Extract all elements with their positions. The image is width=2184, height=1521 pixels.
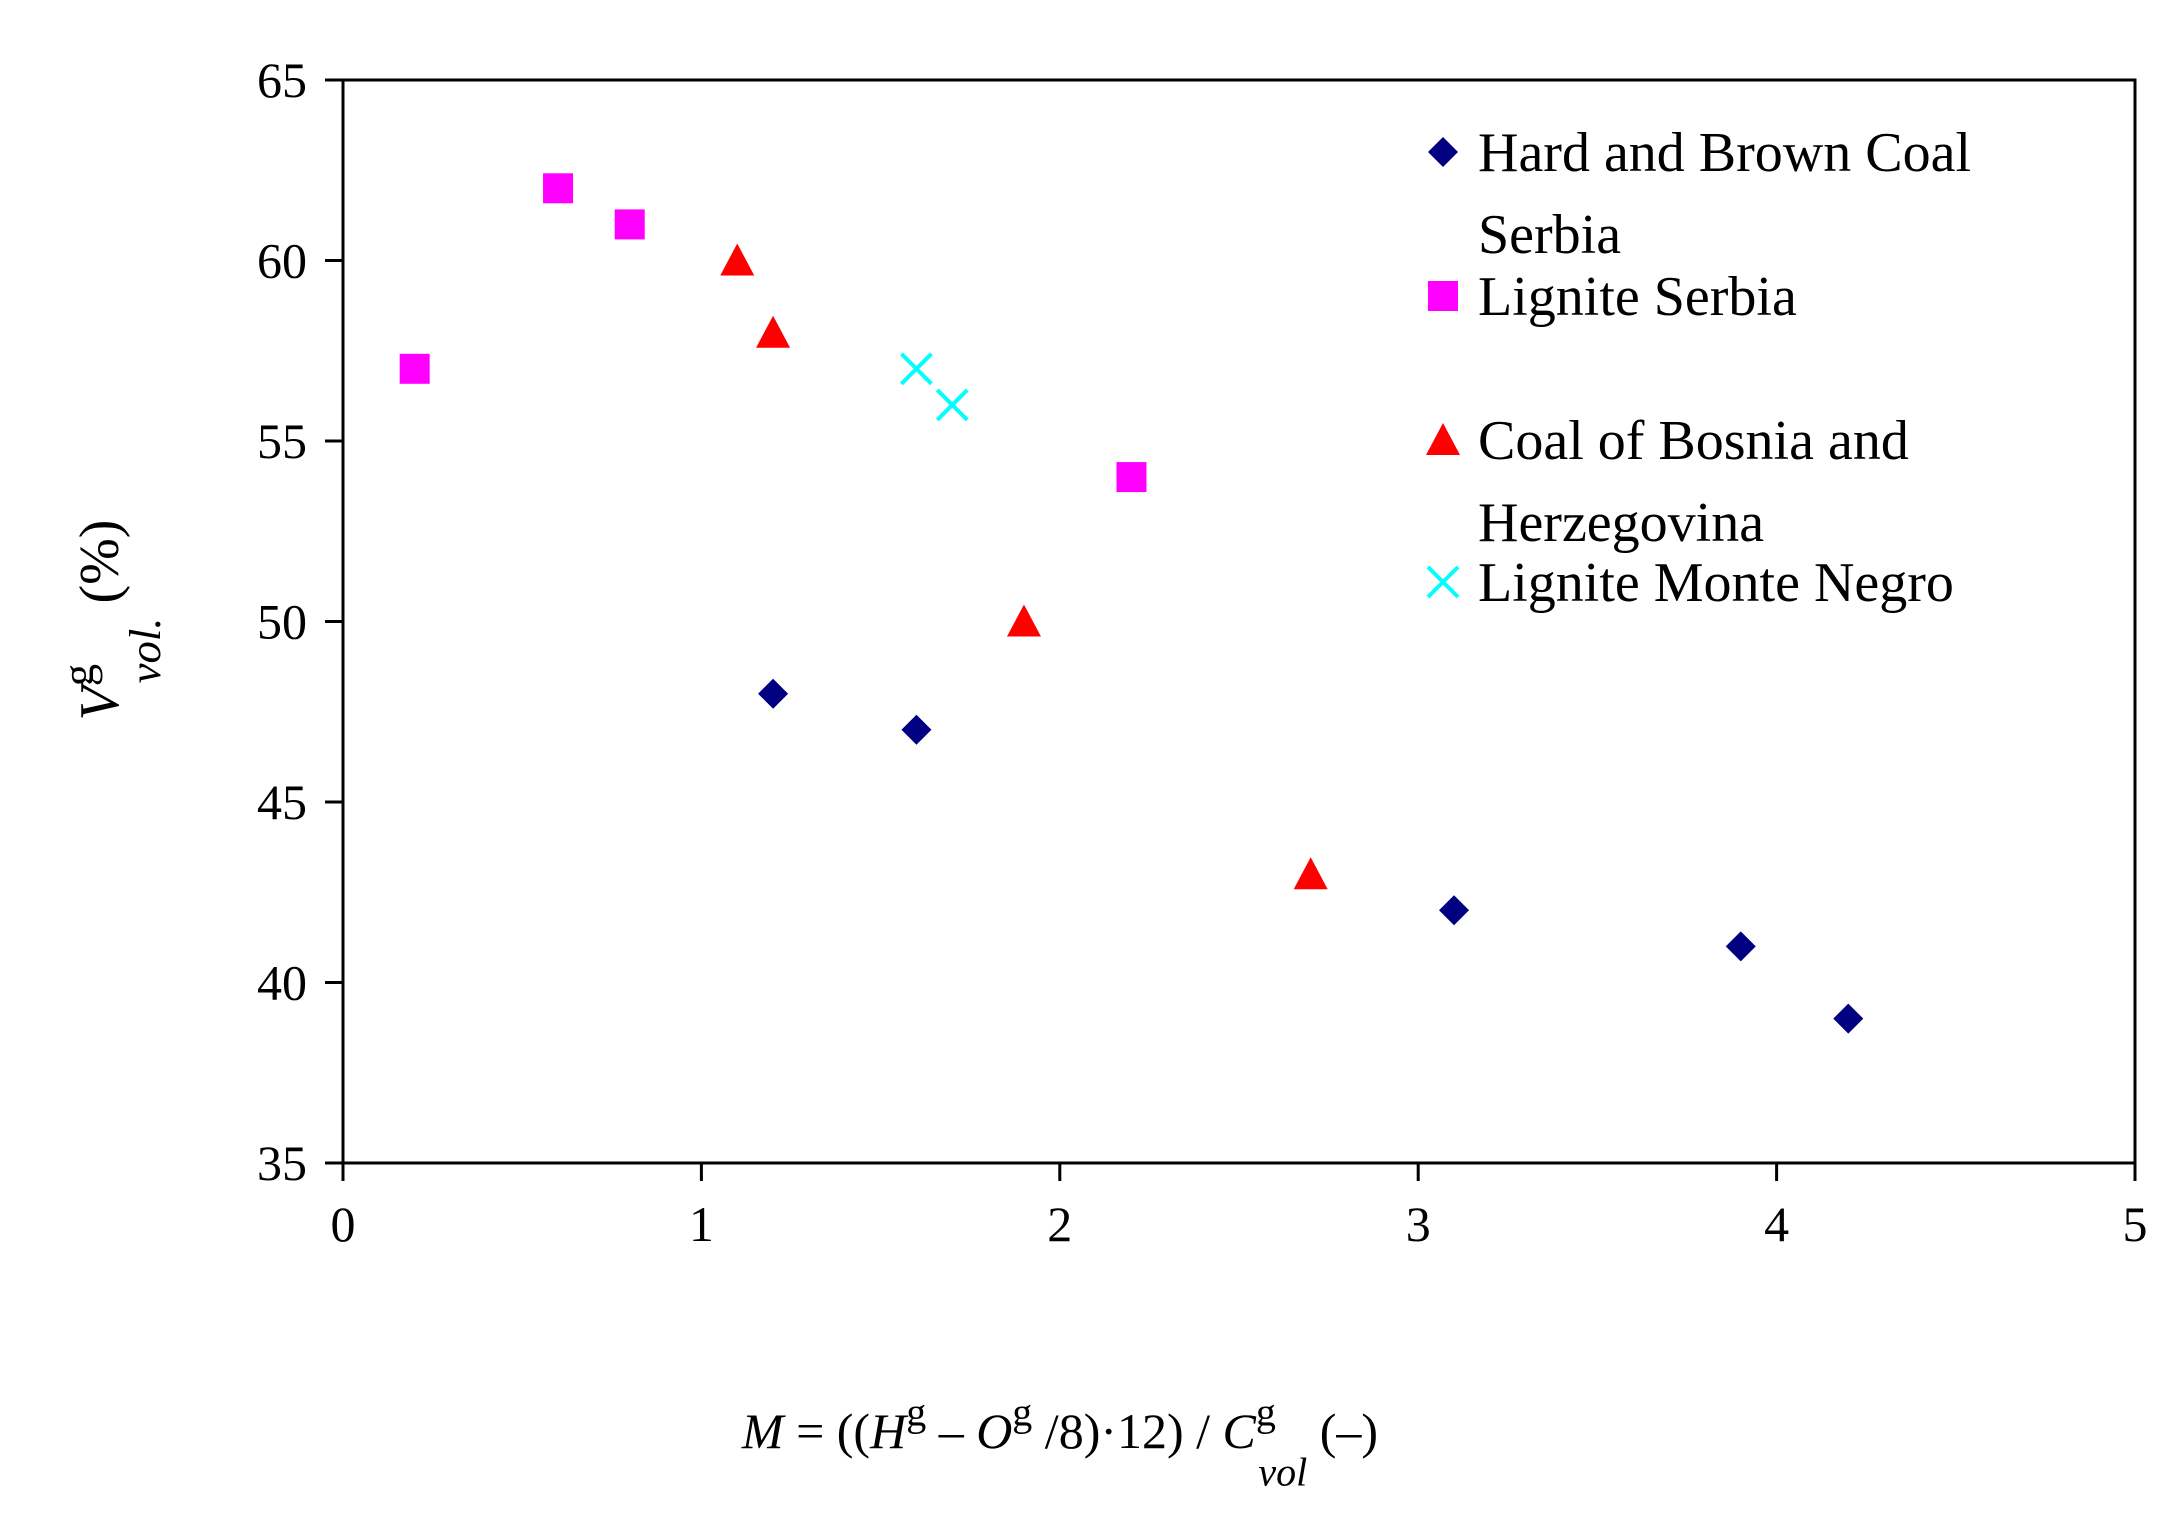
data-point: [1439, 895, 1470, 926]
legend-entry: Lignite Serbia: [1428, 266, 1797, 328]
legend-marker: [1428, 281, 1458, 311]
legend-marker: [1426, 423, 1460, 455]
x-tick-label: 4: [1764, 1196, 1789, 1252]
legend-label: Lignite Monte Negro: [1478, 552, 1954, 614]
legend-label: Hard and Brown Coal: [1478, 122, 1971, 184]
x-axis-ticks: 0 1 2 3 4 5: [331, 1163, 2148, 1252]
data-point: [901, 714, 932, 745]
plot-frame: [341, 78, 2137, 1165]
plot-axes: [341, 78, 2137, 1165]
data-point: [758, 678, 789, 709]
y-tick-label: 40: [257, 955, 307, 1011]
x-axis-title: M = ((Hg – Og /8)·12) / Cg vol (–): [741, 1390, 1378, 1495]
y-tick-label: 35: [257, 1135, 307, 1191]
series-3: [900, 352, 969, 422]
data-point: [1725, 931, 1756, 962]
data-point: [935, 388, 969, 422]
y-tick-label: 60: [257, 233, 307, 289]
legend-marker: [1428, 137, 1458, 167]
data-point: [1293, 857, 1328, 890]
x-tick-label: 3: [1406, 1196, 1431, 1252]
y-tick-label: 50: [257, 594, 307, 650]
y-tick-label: 45: [257, 774, 307, 830]
data-point: [614, 209, 645, 240]
legend-label: Lignite Serbia: [1478, 266, 1797, 328]
series-1: [399, 173, 1147, 493]
data-point: [900, 352, 933, 386]
y-tick-label: 65: [257, 52, 307, 108]
legend-entry: Hard and Brown Coal Serbia: [1428, 122, 1971, 266]
series-0: [758, 678, 1864, 1034]
legend-marker: [1426, 565, 1460, 599]
x-tick-label: 5: [2123, 1196, 2148, 1252]
data-point: [1833, 1003, 1864, 1034]
y-axis-title: Vg vol. (%): [53, 520, 170, 721]
legend-label: Serbia: [1478, 204, 1621, 266]
legend-label: Coal of Bosnia and: [1478, 410, 1909, 472]
data-points: [399, 173, 1864, 1034]
legend-label: Herzegovina: [1478, 492, 1764, 554]
y-tick-label: 55: [257, 413, 307, 469]
data-point: [399, 353, 430, 384]
data-point: [720, 243, 755, 276]
x-tick-label: 2: [1047, 1196, 1072, 1252]
series-2: [720, 243, 1328, 890]
data-point: [1116, 462, 1147, 493]
x-tick-label: 0: [331, 1196, 356, 1252]
x-tick-label: 1: [689, 1196, 714, 1252]
legend-entry: Coal of Bosnia and Herzegovina: [1426, 410, 1909, 554]
y-axis-ticks: 35 40 45 50 55 60 65: [257, 52, 343, 1191]
data-point: [543, 173, 574, 204]
data-point: [1006, 604, 1041, 637]
data-point: [756, 315, 791, 348]
legend-entry: Lignite Monte Negro: [1426, 552, 1954, 614]
